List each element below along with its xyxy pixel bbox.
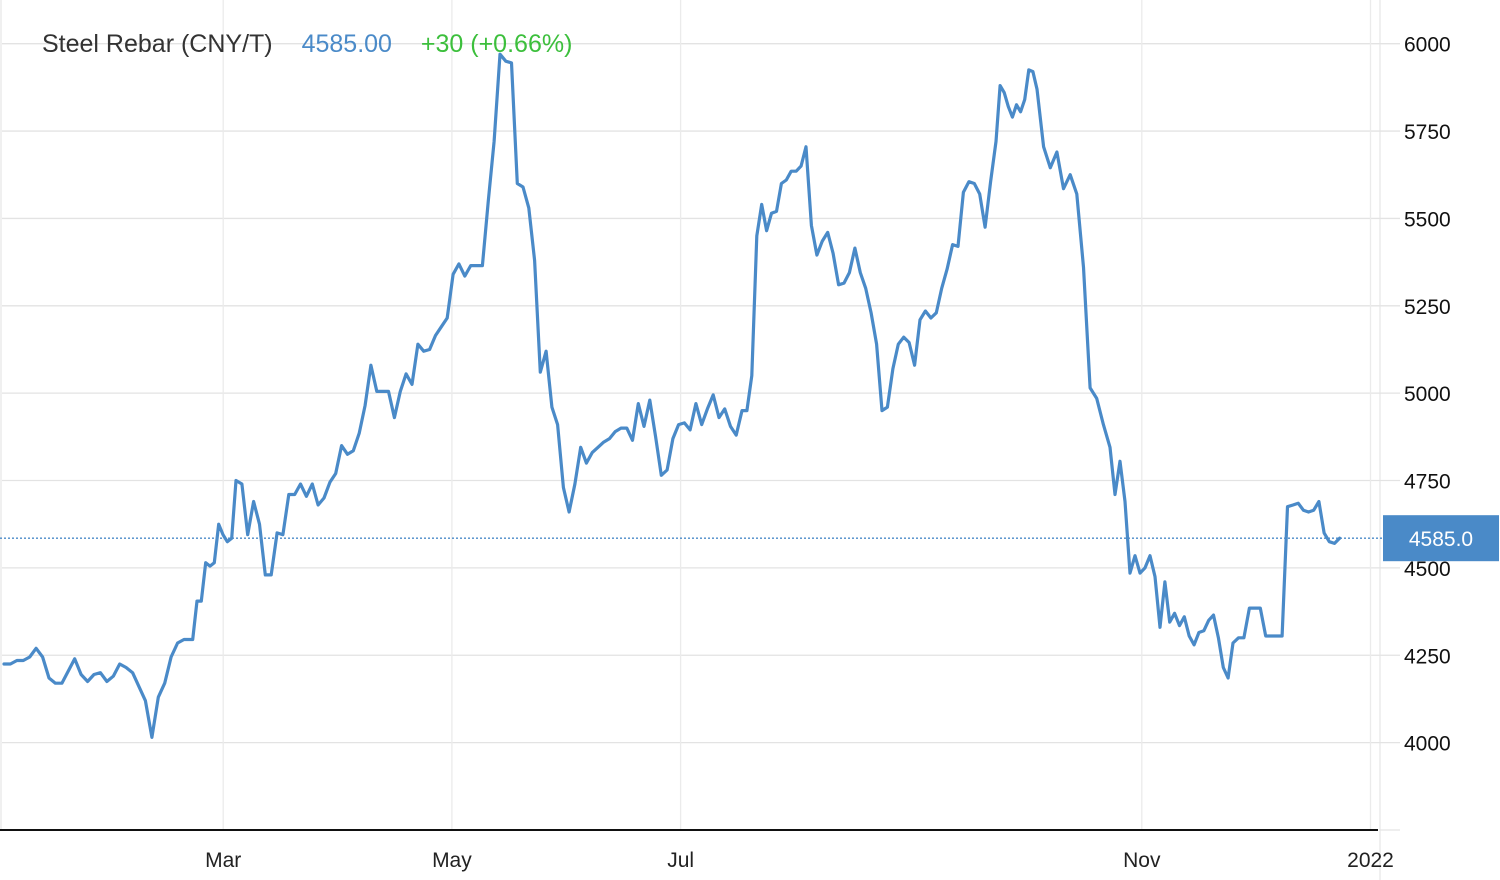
y-tick-label: 4250 bbox=[1404, 645, 1451, 668]
price-change: +30 (+0.66%) bbox=[420, 30, 573, 58]
last-value-badge bbox=[1383, 515, 1499, 562]
y-tick-label: 5250 bbox=[1404, 296, 1451, 319]
current-price: 4585.00 bbox=[301, 30, 392, 58]
y-tick-label: 6000 bbox=[1404, 34, 1451, 57]
series-line-steel-rebar bbox=[2, 52, 1342, 739]
x-tick-label: May bbox=[432, 849, 472, 872]
last-value-label: 4585.0 bbox=[1409, 528, 1473, 551]
x-tick-label: 2022 bbox=[1347, 849, 1394, 872]
x-tick-label: Mar bbox=[205, 849, 241, 872]
chart-header: Steel Rebar (CNY/T) 4585.00 +30 (+0.66%) bbox=[42, 30, 594, 59]
chart-title: Steel Rebar (CNY/T) bbox=[42, 30, 273, 58]
y-tick-label: 5750 bbox=[1404, 121, 1451, 144]
y-tick-label: 4500 bbox=[1404, 558, 1451, 581]
x-tick-label: Jul bbox=[667, 849, 694, 872]
y-tick-label: 4750 bbox=[1404, 471, 1451, 494]
x-tick-label: Nov bbox=[1123, 849, 1161, 872]
y-tick-label: 5500 bbox=[1404, 208, 1451, 231]
y-tick-label: 4000 bbox=[1404, 733, 1451, 756]
y-tick-label: 5000 bbox=[1404, 383, 1451, 406]
